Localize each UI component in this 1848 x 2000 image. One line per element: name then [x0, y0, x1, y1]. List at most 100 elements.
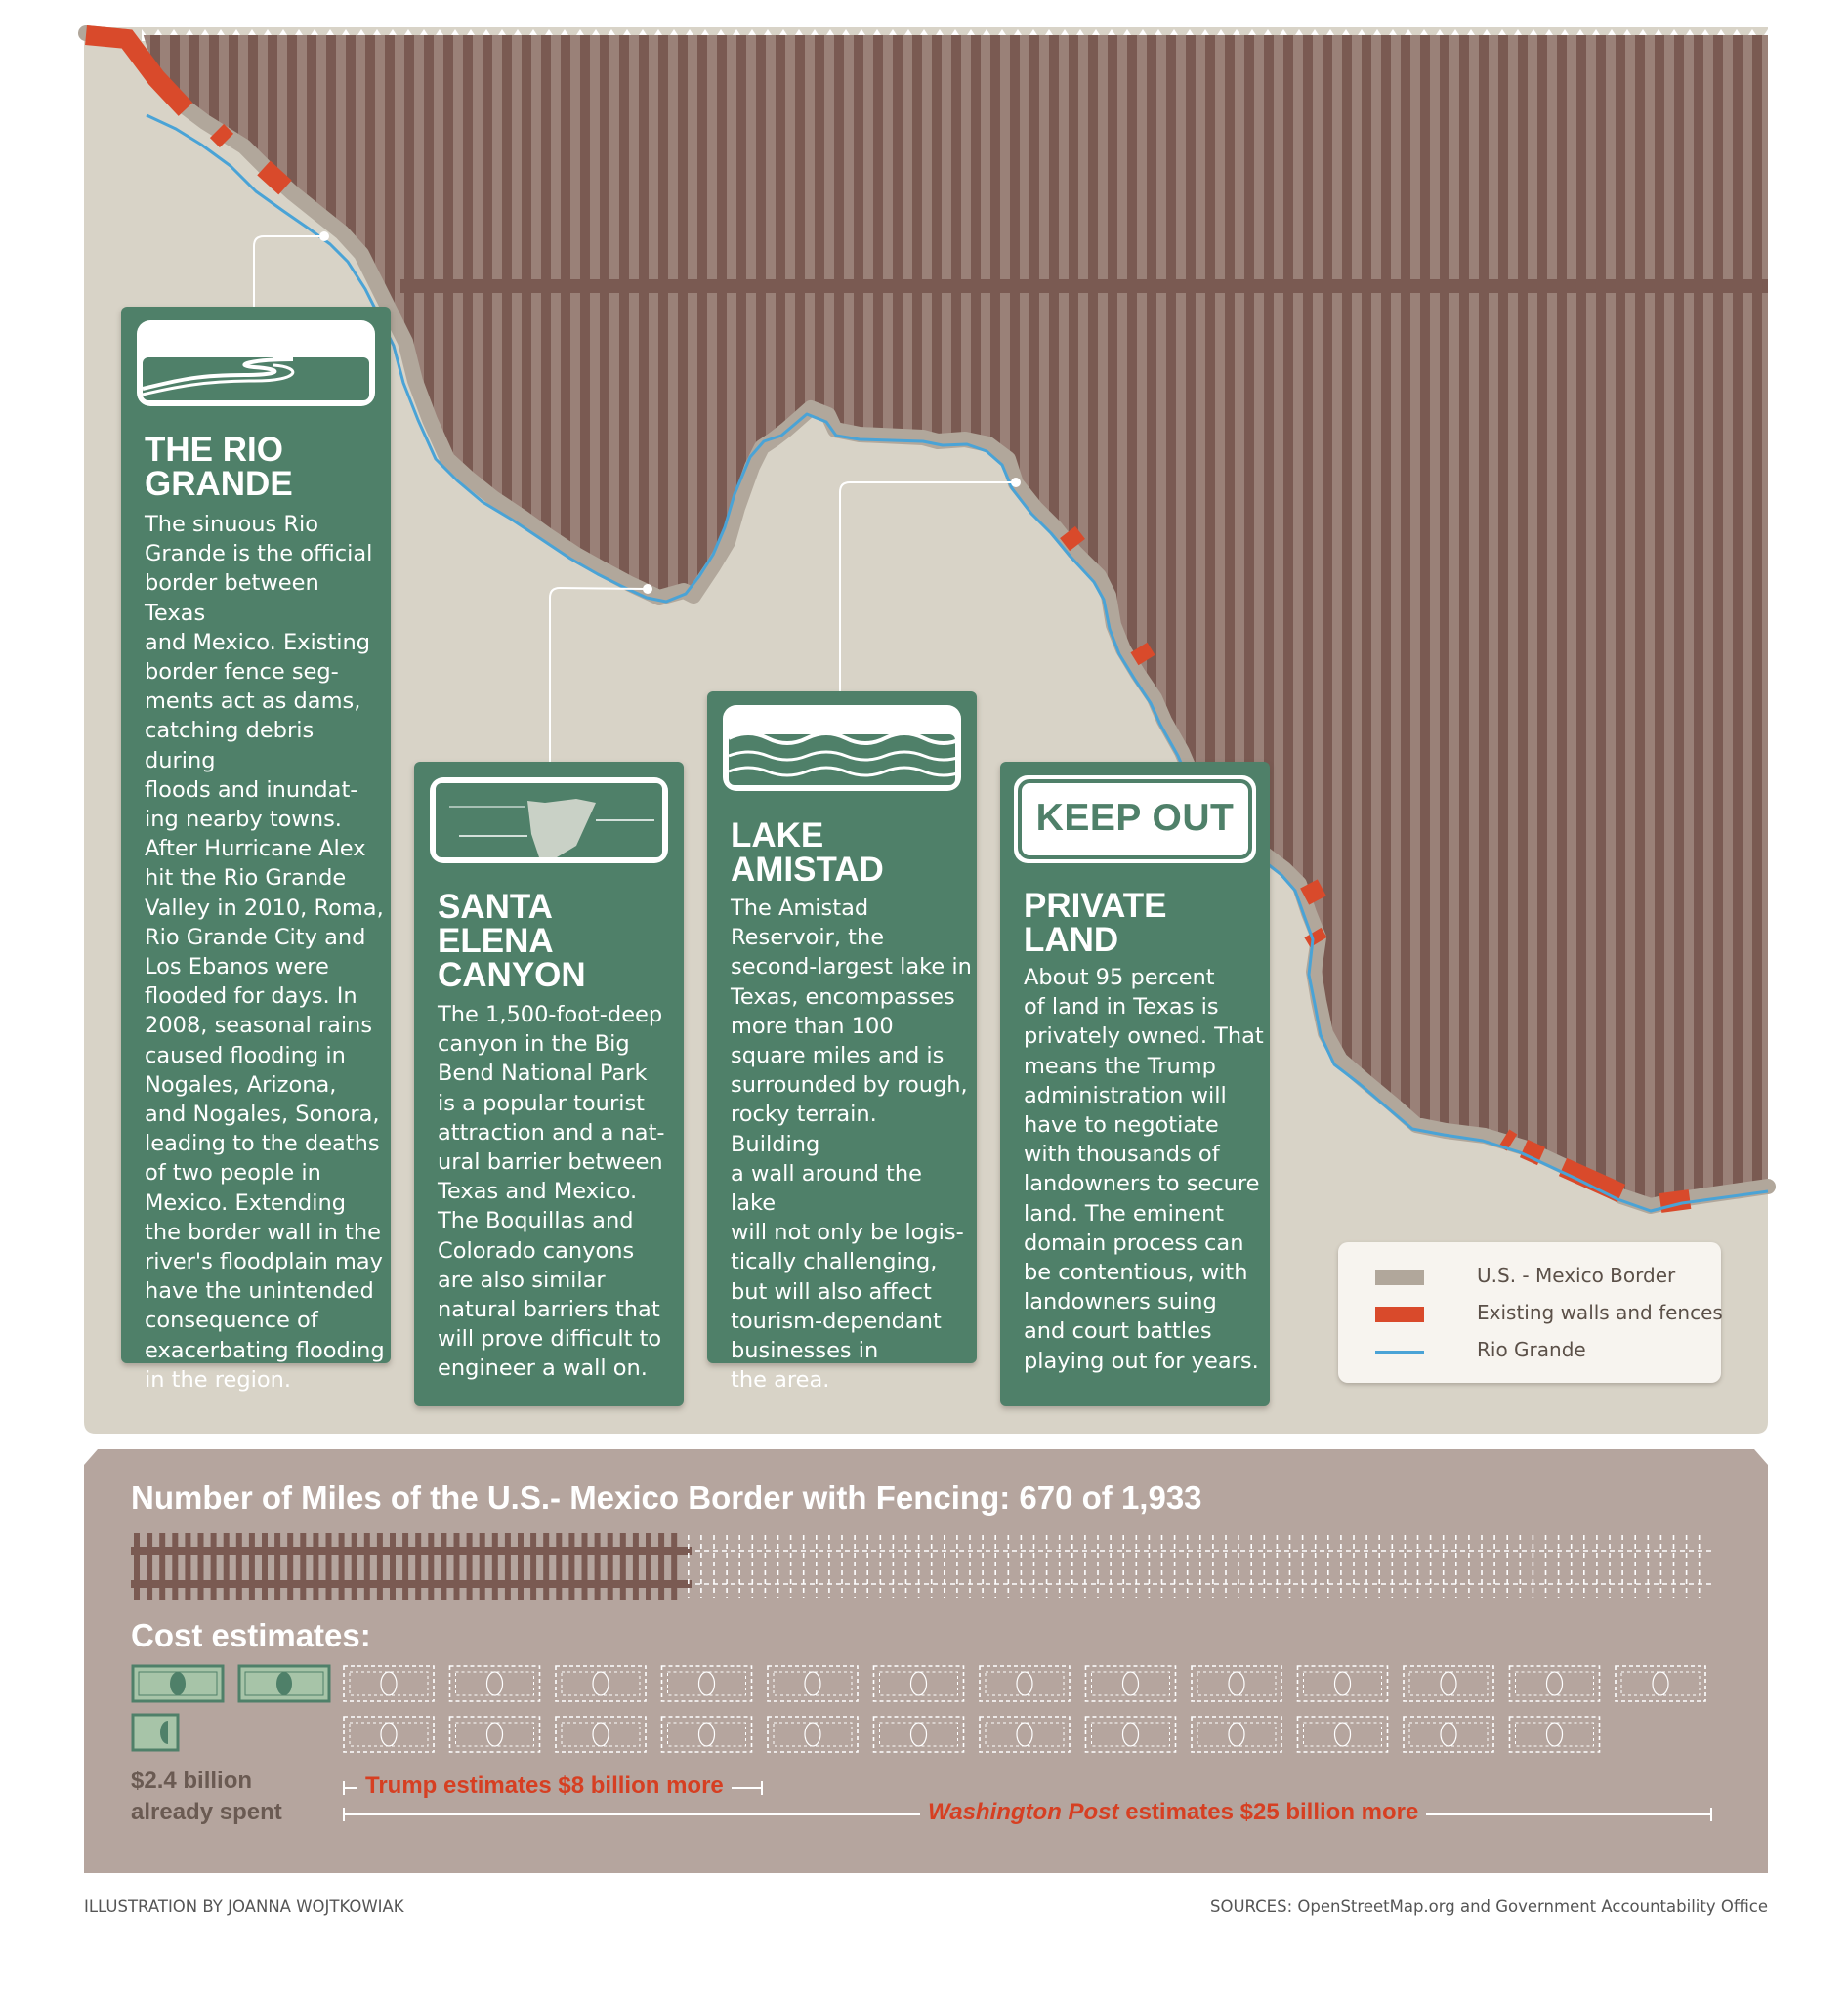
card-title: THE RIO GRANDE [145, 431, 293, 503]
fence-post [402, 1533, 409, 1600]
fence-post [287, 1533, 294, 1600]
dollar-bill-icon [131, 1664, 225, 1703]
keep-out-sign-icon: KEEP OUT [1014, 775, 1256, 863]
estimated-bill-icon [979, 1716, 1071, 1753]
map-legend: U.S. - Mexico Border Existing walls and … [1338, 1242, 1723, 1383]
existing-walls [85, 25, 1692, 1213]
estimated-bill-icon [767, 1665, 859, 1702]
fence-post [325, 1533, 332, 1600]
legend-label: Rio Grande [1477, 1338, 1586, 1361]
trump-estimate-label: Trump estimates $8 billion more [357, 1772, 732, 1800]
wapo-publication-name: Washington Post [928, 1799, 1119, 1825]
estimated-bill-icon [767, 1716, 859, 1753]
fence-post [441, 1533, 447, 1600]
card-santa-elena-canyon: SANTA ELENA CANYON The 1,500-foot-deep c… [414, 762, 684, 1406]
estimated-bill-icon [660, 1716, 753, 1753]
fence-post [607, 1533, 613, 1600]
border-line [78, 25, 1776, 1214]
card-body: The Amistad Reservoir, the second-larges… [731, 896, 972, 1394]
estimated-bill-icon [1403, 1716, 1494, 1753]
fence-post [619, 1533, 626, 1600]
estimated-bill-icon [1508, 1716, 1601, 1753]
fence-post [159, 1533, 166, 1600]
fence-post [134, 1533, 140, 1600]
estimated-bill-icon [555, 1716, 647, 1753]
legend-item-river: Rio Grande [1375, 1336, 1707, 1365]
fence-post [262, 1533, 268, 1600]
estimated-bill-icon [448, 1665, 541, 1702]
fence-post [147, 1533, 153, 1600]
estimated-bill-icon [1615, 1665, 1706, 1702]
fence-post [491, 1533, 498, 1600]
estimated-bill-icon [1084, 1665, 1177, 1702]
fence-post [658, 1533, 665, 1600]
estimated-bill-icon [448, 1716, 541, 1753]
legend-swatch [1375, 1270, 1424, 1285]
card-body: The 1,500-foot-deep canyon in the Big Be… [438, 1002, 665, 1382]
wapo-estimate-text: estimates $25 billion more [1118, 1799, 1419, 1825]
trump-estimate-text: Trump estimates $8 billion more [365, 1772, 724, 1799]
estimated-bill-icon [1296, 1716, 1389, 1753]
fencing-title: Number of Miles of the U.S.- Mexico Bord… [131, 1479, 1202, 1516]
estimated-bill-icon [1084, 1716, 1177, 1753]
already-spent-label: $2.4 billion already spent [131, 1768, 282, 1825]
fence-post [197, 1533, 204, 1600]
fence-post [363, 1533, 370, 1600]
estimated-bill-icon [1191, 1716, 1282, 1753]
fence-post [646, 1533, 651, 1600]
waves-icon [723, 705, 961, 791]
fence-post [556, 1533, 563, 1600]
fence-post [415, 1533, 422, 1600]
wapo-estimate-label: Washington Post estimates $25 billion mo… [920, 1799, 1427, 1826]
dollar-bill-icon [131, 1713, 180, 1752]
fence-post [351, 1533, 357, 1600]
estimated-bill-icon [660, 1665, 753, 1702]
fence-post [274, 1533, 281, 1600]
fence-post [581, 1533, 588, 1600]
legend-swatch [1375, 1351, 1424, 1354]
fence-post [671, 1533, 678, 1600]
callout-connectors [253, 235, 1016, 762]
legend-item-walls: Existing walls and fences [1375, 1299, 1723, 1328]
estimated-bill-icon [1508, 1665, 1601, 1702]
estimated-bill-icon [1191, 1665, 1282, 1702]
callout-dots [319, 231, 1021, 594]
cost-bills [131, 1664, 1706, 1753]
fence-post [594, 1533, 601, 1600]
card-title: PRIVATE LAND [1024, 887, 1167, 959]
card-private-land: KEEP OUT PRIVATE LAND About 95 percent o… [1000, 762, 1270, 1406]
cost-estimates-title: Cost estimates: [131, 1617, 371, 1653]
fence-post [235, 1533, 242, 1600]
fence-post [479, 1533, 485, 1600]
fence-post [248, 1533, 255, 1600]
fence-post [466, 1533, 473, 1600]
estimated-bill-icon [872, 1665, 965, 1702]
fence-post [376, 1533, 383, 1600]
sources-credit: SOURCES: OpenStreetMap.org and Governmen… [1209, 1897, 1768, 1916]
unfenced-miles-bar [687, 1535, 1711, 1598]
estimated-bill-icon [343, 1665, 435, 1702]
fence-post [390, 1533, 396, 1600]
legend-label: U.S. - Mexico Border [1477, 1264, 1676, 1287]
card-title: LAKE AMISTAD [731, 816, 884, 889]
estimated-bill-icon [979, 1665, 1071, 1702]
estimated-bill-icon [872, 1716, 965, 1753]
fence-post [518, 1533, 524, 1600]
fence-post [504, 1533, 511, 1600]
keep-out-sign-text: KEEP OUT [1035, 797, 1235, 839]
fence-post [300, 1533, 307, 1600]
fence-post [530, 1533, 537, 1600]
canyon-icon [430, 777, 668, 863]
fence-post [223, 1533, 230, 1600]
estimated-bill-icon [343, 1716, 435, 1753]
legend-label: Existing walls and fences [1477, 1301, 1723, 1324]
legend-item-border: U.S. - Mexico Border [1375, 1262, 1707, 1291]
card-title: SANTA ELENA CANYON [438, 888, 586, 994]
fence-post [632, 1533, 639, 1600]
estimated-bill-icon [1403, 1665, 1494, 1702]
estimated-bill-icon [555, 1665, 647, 1702]
fence-post [210, 1533, 217, 1600]
fenced-miles-bar [131, 1533, 692, 1600]
fence-post [338, 1533, 345, 1600]
river-icon [137, 320, 375, 406]
